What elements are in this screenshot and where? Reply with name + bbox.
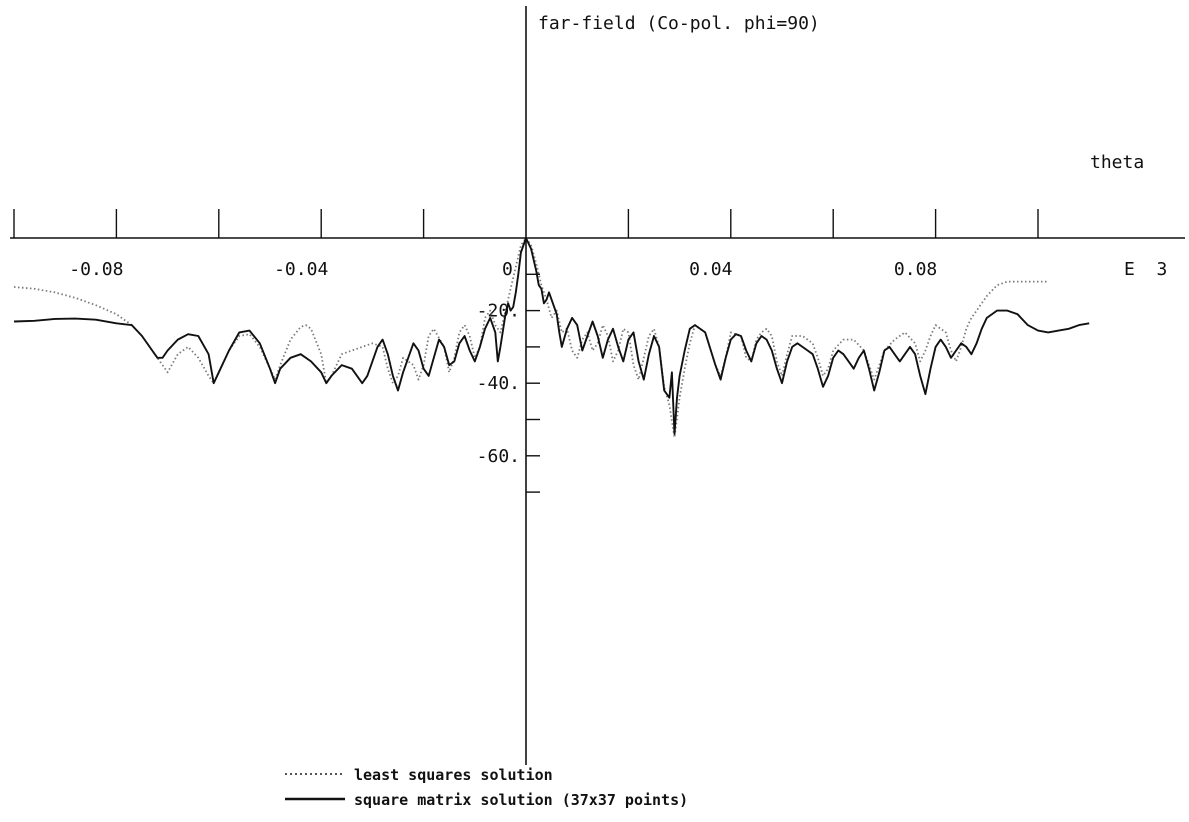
legend-item-square-matrix: square matrix solution (37x37 points) (285, 791, 688, 809)
x-ticks (13, 209, 1039, 238)
legend-item-least-squares: least squares solution (285, 766, 553, 784)
series-line-square-matrix (13, 237, 1090, 435)
x-axis-label: theta (1090, 152, 1144, 173)
x-tick-label-1: -0.04 (274, 259, 328, 280)
y-tick-labels: -20.-40.-60. (477, 301, 520, 467)
x-tick-labels: -0.08 -0.04 0 0.04 0.08 (69, 259, 937, 280)
y-tick-label-1: -40. (477, 373, 520, 394)
x-axis-multiplier: E 3 (1124, 259, 1167, 280)
y-ticks (526, 273, 540, 493)
x-tick-label-3: 0.04 (689, 259, 732, 280)
axes (10, 6, 1185, 765)
chart-title: far-field (Co-pol. phi=90) (538, 13, 820, 34)
series-line-least-squares (13, 237, 1049, 439)
legend-label-square-matrix: square matrix solution (37x37 points) (354, 791, 688, 809)
series-layer (13, 237, 1090, 439)
legend-label-least-squares: least squares solution (354, 766, 553, 784)
legend: least squares solution square matrix sol… (285, 766, 688, 809)
x-tick-label-2: 0 (502, 259, 513, 280)
x-tick-label-4: 0.08 (894, 259, 937, 280)
x-tick-label-0: -0.08 (69, 259, 123, 280)
y-tick-label-2: -60. (477, 446, 520, 467)
